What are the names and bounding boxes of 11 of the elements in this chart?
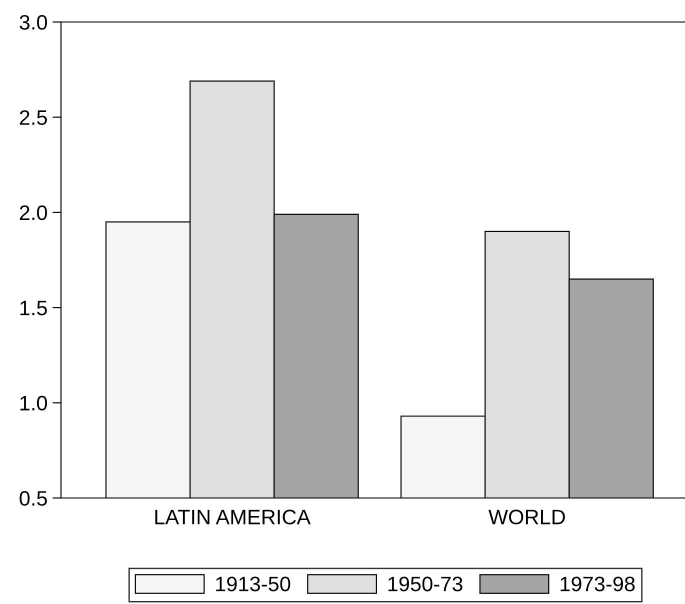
x-tick-label: LATIN AMERICA [155, 510, 311, 524]
legend-label: 1913-50 [216, 576, 290, 592]
x-tick-label: WORLD [488, 510, 565, 524]
y-tick-label: 3.0 [20, 15, 47, 30]
y-tick-label: 2.0 [20, 205, 47, 220]
legend-label: 1950-73 [388, 576, 462, 592]
y-tick-label: 2.5 [20, 110, 47, 125]
y-tick-label: 1.0 [20, 396, 47, 411]
legend-label: 1973-98 [560, 576, 635, 592]
y-tick-label: 1.5 [20, 300, 47, 316]
y-tick-label: 0.5 [20, 491, 47, 506]
